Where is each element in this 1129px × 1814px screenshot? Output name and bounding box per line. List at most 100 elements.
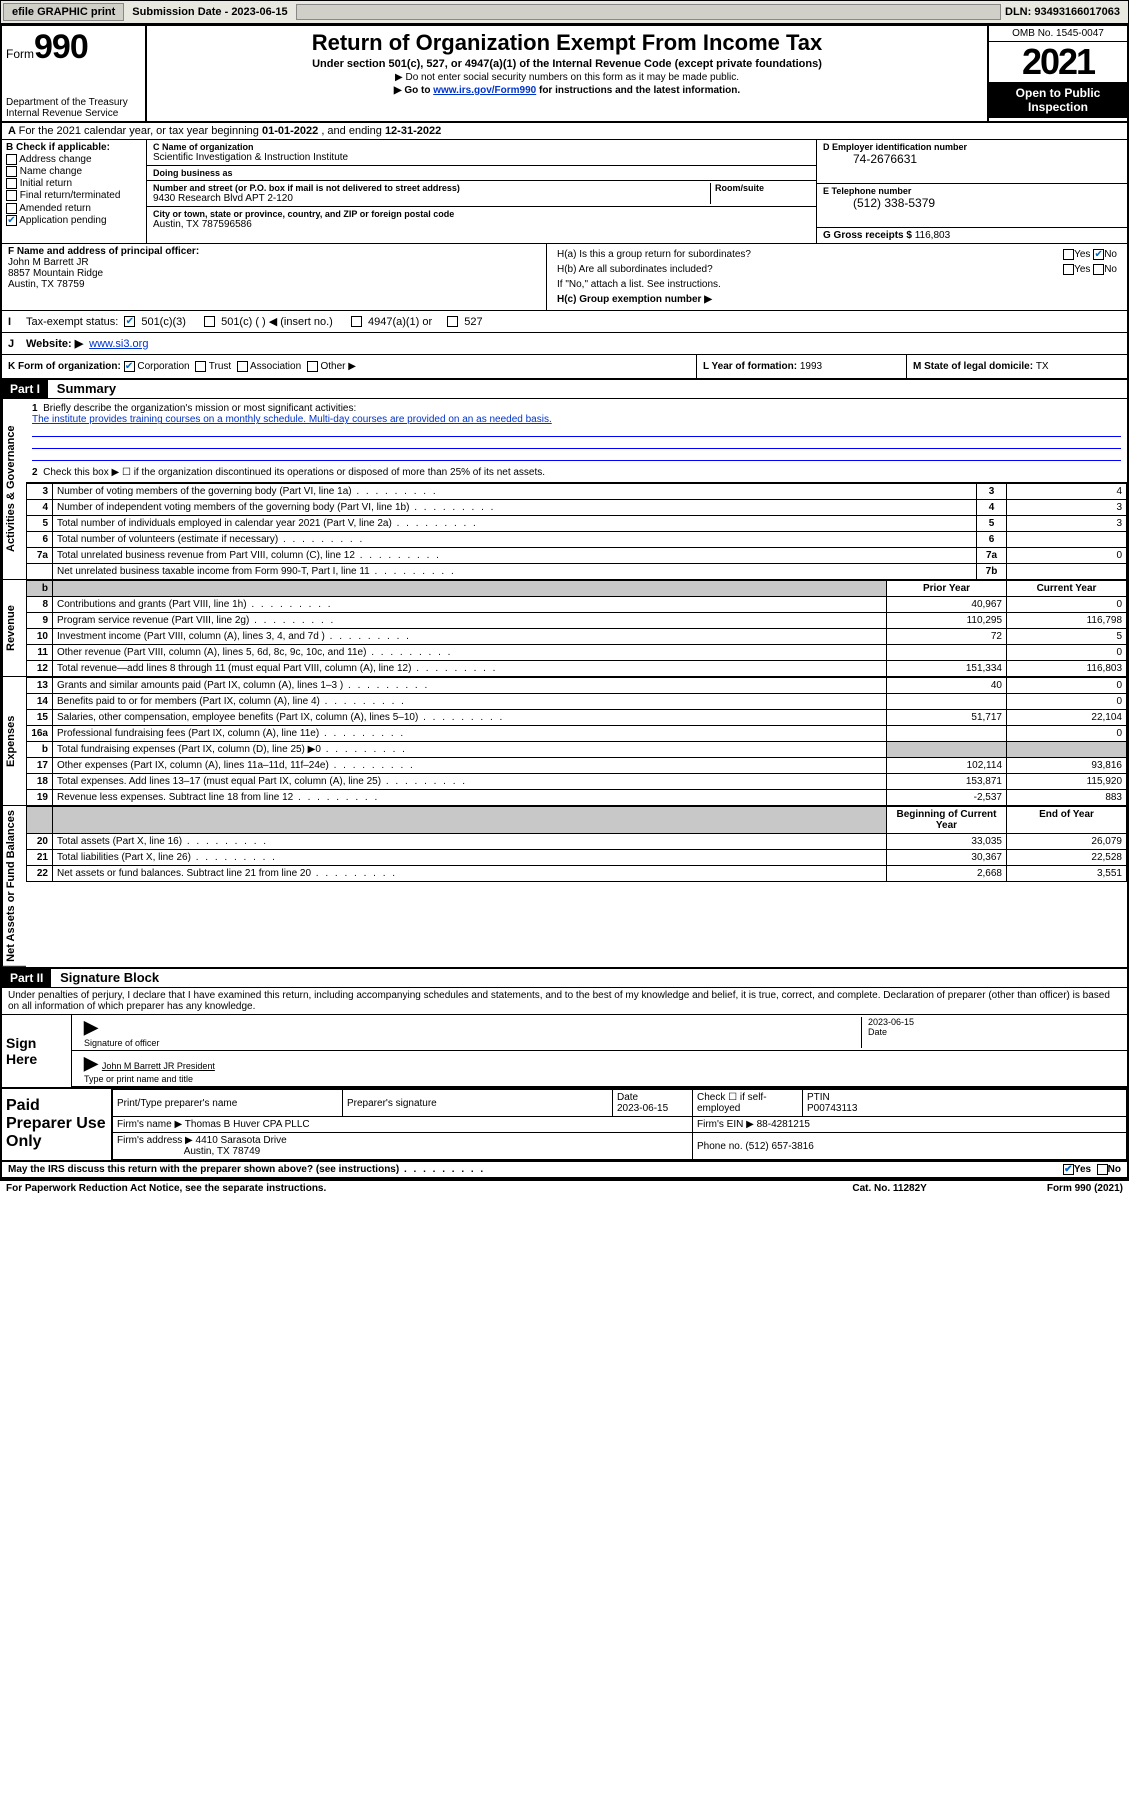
hb-no-checkbox[interactable] [1093, 264, 1104, 275]
opt-4947: 4947(a)(1) or [368, 316, 432, 328]
header-left: Form990 Department of the Treasury Inter… [2, 26, 147, 121]
period-text-b: , and ending [321, 125, 385, 137]
box-b: B Check if applicable: Address change Na… [2, 140, 147, 243]
table-row: 13Grants and similar amounts paid (Part … [27, 678, 1127, 694]
officer-label: F Name and address of principal officer: [8, 246, 199, 257]
table-row: bTotal fundraising expenses (Part IX, co… [27, 742, 1127, 758]
header-right: OMB No. 1545-0047 2021 Open to Public In… [987, 26, 1127, 121]
form-990: 990 [34, 28, 88, 66]
chk-501c3[interactable] [124, 316, 135, 327]
goto-suffix: for instructions and the latest informat… [536, 85, 740, 96]
cat-no: Cat. No. 11282Y [852, 1183, 926, 1194]
col-prior-year: Prior Year [887, 581, 1007, 597]
q1-text: Briefly describe the organization's miss… [43, 403, 356, 414]
part-1-badge: Part I [2, 380, 48, 398]
website-link[interactable]: www.si3.org [89, 338, 148, 350]
org-name-label: C Name of organization [153, 142, 810, 152]
opt-501c3: 501(c)(3) [141, 316, 186, 328]
hb-label: H(b) Are all subordinates included? [555, 263, 990, 276]
tax-year: 2021 [989, 42, 1127, 82]
officer-addr1: 8857 Mountain Ridge [8, 268, 103, 279]
chk-final-return[interactable]: Final return/terminated [6, 190, 142, 201]
part-2-badge: Part II [2, 969, 51, 987]
top-bar: efile GRAPHIC print Submission Date - 20… [0, 0, 1129, 24]
page-footer: For Paperwork Reduction Act Notice, see … [0, 1181, 1129, 1196]
tax-exempt-label: Tax-exempt status: [26, 316, 118, 328]
q1-num: 1 [32, 403, 38, 414]
ha-yes-label: Yes [1074, 249, 1090, 260]
opt-corporation: Corporation [137, 361, 189, 372]
city-label: City or town, state or province, country… [153, 209, 810, 219]
side-label-netassets: Net Assets or Fund Balances [2, 806, 26, 967]
chk-other[interactable] [307, 361, 318, 372]
summary-netassets: Net Assets or Fund Balances Beginning of… [2, 806, 1127, 969]
preparer-table: Print/Type preparer's name Preparer's si… [112, 1089, 1127, 1160]
form990-link[interactable]: www.irs.gov/Form990 [433, 85, 536, 96]
chk-initial-return[interactable]: Initial return [6, 178, 142, 189]
street-label: Number and street (or P.O. box if mail i… [153, 183, 710, 193]
revenue-table: b Prior Year Current Year 8Contributions… [26, 580, 1127, 677]
efile-print-button[interactable]: efile GRAPHIC print [3, 3, 124, 21]
table-row: 15Salaries, other compensation, employee… [27, 710, 1127, 726]
irs-discuss-question: May the IRS discuss this return with the… [8, 1164, 485, 1175]
preparer-row-1: Print/Type preparer's name Preparer's si… [113, 1090, 1127, 1117]
netassets-table: Beginning of Current Year End of Year 20… [26, 806, 1127, 882]
chk-amended-return[interactable]: Amended return [6, 203, 142, 214]
chk-4947[interactable] [351, 316, 362, 327]
side-label-revenue: Revenue [2, 580, 26, 677]
hb-yes-checkbox[interactable] [1063, 264, 1074, 275]
firm-ein-value: 88-4281215 [757, 1119, 810, 1130]
form-ref: Form 990 (2021) [1047, 1183, 1123, 1194]
sign-here-block: Sign Here ▶Signature of officer 2023-06-… [2, 1014, 1127, 1087]
open-to-public: Open to Public Inspection [989, 82, 1127, 118]
box-h: H(a) Is this a group return for subordin… [547, 244, 1127, 310]
chk-corporation[interactable] [124, 361, 135, 372]
irs-label: Internal Revenue Service [6, 108, 141, 119]
hb-no-label: No [1104, 264, 1117, 275]
prep-selfemp-label: Check ☐ if self-employed [693, 1090, 803, 1117]
year-formation-label: L Year of formation: [703, 361, 800, 372]
domicile-value: TX [1036, 361, 1049, 372]
preparer-row-3: Firm's address ▶ 4410 Sarasota Drive Aus… [113, 1133, 1127, 1160]
chk-application-pending[interactable]: Application pending [6, 215, 142, 226]
irs-discuss-yes-checkbox[interactable] [1063, 1164, 1074, 1175]
form-subtitle-2: ▶ Do not enter social security numbers o… [153, 72, 981, 83]
mission-line-3 [32, 451, 1121, 461]
gross-receipts-label: G Gross receipts $ [823, 230, 912, 241]
form-title: Return of Organization Exempt From Incom… [153, 30, 981, 56]
revenue-header-row: b Prior Year Current Year [27, 581, 1127, 597]
chk-association[interactable] [237, 361, 248, 372]
ptin-label: PTIN [807, 1092, 830, 1103]
box-b-header: B Check if applicable: [6, 142, 142, 153]
line-m: M State of legal domicile: TX [907, 355, 1127, 378]
table-row: 14Benefits paid to or for members (Part … [27, 694, 1127, 710]
chk-final-return-label: Final return/terminated [20, 191, 121, 202]
chk-501c[interactable] [204, 316, 215, 327]
table-row: 19Revenue less expenses. Subtract line 1… [27, 790, 1127, 806]
phone-label: E Telephone number [823, 186, 1121, 196]
prep-date-label: Date [617, 1092, 638, 1103]
line-j: J Website: ▶ www.si3.org [2, 333, 1127, 355]
website-label: Website: ▶ [26, 337, 83, 350]
ha-no-checkbox[interactable] [1093, 249, 1104, 260]
ha-yes-checkbox[interactable] [1063, 249, 1074, 260]
line-l: L Year of formation: 1993 [697, 355, 907, 378]
domicile-label: M State of legal domicile: [913, 361, 1036, 372]
mission-text[interactable]: The institute provides training courses … [32, 414, 552, 425]
expenses-table: 13Grants and similar amounts paid (Part … [26, 677, 1127, 806]
chk-address-change[interactable]: Address change [6, 154, 142, 165]
chk-trust[interactable] [195, 361, 206, 372]
opt-other: Other ▶ [320, 361, 355, 372]
dba-label: Doing business as [153, 168, 810, 178]
line-i: I Tax-exempt status: 501(c)(3) 501(c) ( … [2, 311, 1127, 333]
firm-addr2: Austin, TX 78749 [184, 1146, 261, 1157]
irs-discuss-no-checkbox[interactable] [1097, 1164, 1108, 1175]
col-current-year: Current Year [1007, 581, 1127, 597]
ha-label: H(a) Is this a group return for subordin… [555, 248, 990, 261]
chk-527[interactable] [447, 316, 458, 327]
signature-line: ▶Signature of officer 2023-06-15Date [72, 1015, 1127, 1051]
phone-value: (512) 338-5379 [823, 196, 1121, 210]
chk-name-change[interactable]: Name change [6, 166, 142, 177]
perjury-declaration: Under penalties of perjury, I declare th… [2, 988, 1127, 1014]
table-row: 10Investment income (Part VIII, column (… [27, 629, 1127, 645]
